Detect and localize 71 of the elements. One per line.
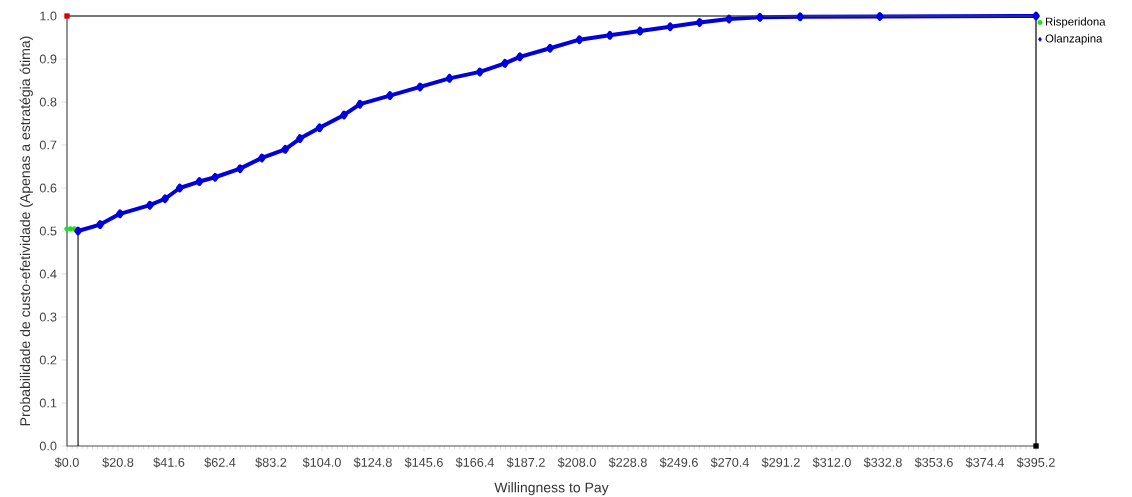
x-tick-label: $291.2 (761, 457, 800, 468)
x-tick-label: $0.0 (54, 457, 79, 468)
point (725, 14, 733, 24)
x-tick-label: $374.4 (965, 457, 1004, 468)
point (796, 12, 804, 22)
point (546, 43, 554, 53)
x-tick-label: $187.2 (506, 457, 545, 468)
point (476, 67, 484, 77)
point (501, 58, 509, 68)
y-tick-label: 0.5 (39, 226, 57, 236)
y-tick-label: 0.4 (39, 269, 57, 279)
point (96, 220, 104, 229)
point (146, 200, 154, 210)
x-tick-label: $249.6 (659, 457, 698, 468)
y-tick-label: 0.9 (39, 54, 57, 64)
y-tick-label: 0.1 (39, 398, 57, 408)
x-tick-label: $62.4 (204, 457, 236, 468)
x-tick-label: $332.8 (863, 457, 902, 468)
x-tick-label: $124.8 (353, 457, 392, 468)
point (1032, 11, 1040, 21)
point (386, 91, 394, 100)
y-tick-label: 0.2 (39, 355, 57, 365)
point (876, 12, 884, 21)
point (64, 13, 70, 19)
point (636, 26, 644, 36)
point (356, 99, 364, 109)
x-tick-label: $353.6 (914, 457, 953, 468)
point (695, 18, 704, 27)
point (315, 123, 324, 133)
point (195, 177, 204, 186)
x-tick-label: $83.2 (255, 457, 287, 468)
point (296, 134, 304, 143)
point (116, 209, 124, 219)
y-tick-label: 0.6 (39, 183, 57, 193)
x-tick-label: $41.6 (153, 457, 185, 468)
x-tick-label: $270.4 (710, 457, 749, 468)
legend-label: Olanzapina (1045, 34, 1103, 45)
point (64, 226, 70, 232)
x-tick-label: $228.8 (608, 457, 647, 468)
y-tick-label: 0.8 (39, 97, 57, 107)
point (281, 144, 290, 154)
y-tick-label: 1.0 (40, 11, 57, 21)
x-tick-label: $145.6 (404, 457, 443, 468)
point (575, 35, 584, 45)
point (211, 172, 219, 182)
point (1033, 443, 1039, 449)
legend-label: Risperidona (1046, 17, 1106, 28)
point (756, 12, 764, 22)
x-tick-label: $395.2 (1016, 457, 1055, 468)
point (258, 153, 266, 163)
point (71, 226, 78, 232)
x-axis-title: Willingness to Pay (494, 482, 609, 496)
y-tick-label: 0.0 (39, 441, 57, 451)
x-tick-label: $20.8 (102, 457, 134, 468)
point (666, 22, 674, 32)
x-tick-label: $312.0 (812, 457, 851, 468)
x-tick-label: $104.0 (302, 457, 341, 468)
y-axis-title: Probabilidade de custo-efetividade (Apenas a estratégia ótima) (19, 36, 33, 426)
x-tick-label: $208.0 (557, 457, 596, 468)
y-tick-label: 0.3 (39, 312, 57, 322)
point (236, 164, 244, 174)
point (606, 30, 614, 40)
point (74, 226, 82, 236)
x-tick-label: $166.4 (455, 457, 494, 468)
point (175, 183, 184, 193)
point (340, 110, 348, 120)
point (416, 82, 424, 92)
point (445, 73, 454, 83)
y-tick-label: 0.7 (39, 140, 57, 150)
point (161, 194, 169, 204)
point (516, 52, 524, 62)
